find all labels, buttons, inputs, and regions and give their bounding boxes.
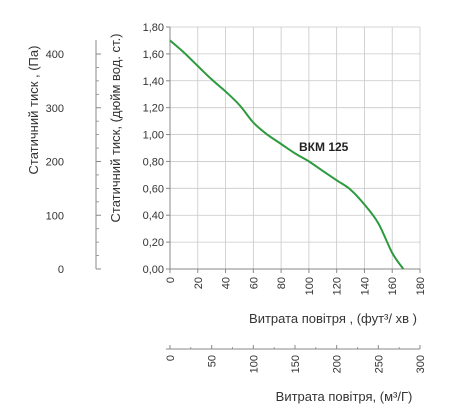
y-tick-label: 0,80	[143, 156, 164, 168]
secondary-x-tick-label: 50	[207, 355, 219, 367]
x-tick-label: 80	[276, 277, 288, 289]
secondary-x-tick-label: 250	[373, 355, 385, 373]
y-tick-label: 1,00	[143, 130, 164, 142]
x-tick-label: 60	[248, 277, 260, 289]
secondary-y-tick-label: 200	[46, 157, 64, 169]
y-tick-label: 0,00	[143, 264, 164, 276]
x-axis-label-primary: Витрата повітря , (фут³/ хв )	[249, 311, 417, 326]
y-tick-label: 0,40	[143, 210, 164, 222]
x-tick-label: 40	[221, 277, 233, 289]
axes	[95, 26, 421, 350]
x-tick-label: 160	[387, 277, 399, 295]
y-tick-label: 0,60	[143, 183, 164, 195]
y-axis-label-secondary: Статичний тиск , (Па)	[26, 46, 41, 175]
x-tick-label: 0	[165, 277, 177, 283]
secondary-y-tick-label: 0	[58, 264, 64, 276]
secondary-x-tick-label: 200	[332, 355, 344, 373]
secondary-x-tick-label: 100	[248, 355, 260, 373]
y-tick-label: 1,20	[143, 103, 164, 115]
secondary-y-tick-label: 300	[46, 103, 64, 115]
x-tick-label: 140	[359, 277, 371, 295]
tick-labels: 0,00 0,20 0,40 0,60 0,80 1,00 1,20 1,40 1,60 1,80…	[46, 22, 427, 373]
series	[169, 39, 405, 270]
y-tick-label: 0,20	[143, 237, 164, 249]
x-axis-label-secondary: Витрата повітря, (м³/Г)	[276, 389, 413, 404]
secondary-y-tick-label: 100	[46, 210, 64, 222]
y-axis-label-primary: Статичний тиск, (дюйм вод. ст.)	[108, 33, 123, 222]
y-tick-label: 1,60	[143, 49, 164, 61]
y-tick-label: 1,80	[143, 22, 164, 34]
x-tick-label: 120	[332, 277, 344, 295]
axis-labels: Статичний тиск, (дюйм вод. ст.) Статични…	[26, 33, 417, 404]
secondary-x-tick-label: 150	[290, 355, 302, 373]
series-line	[169, 39, 405, 270]
secondary-x-tick-label: 300	[415, 355, 427, 373]
secondary-x-tick-label: 0	[165, 355, 177, 361]
x-tick-label: 20	[193, 277, 205, 289]
x-tick-label: 100	[304, 277, 316, 295]
series-label: ВКМ 125	[299, 140, 349, 154]
y-tick-label: 1,40	[143, 76, 164, 88]
secondary-y-tick-label: 400	[46, 49, 64, 61]
x-tick-label: 180	[415, 277, 427, 295]
